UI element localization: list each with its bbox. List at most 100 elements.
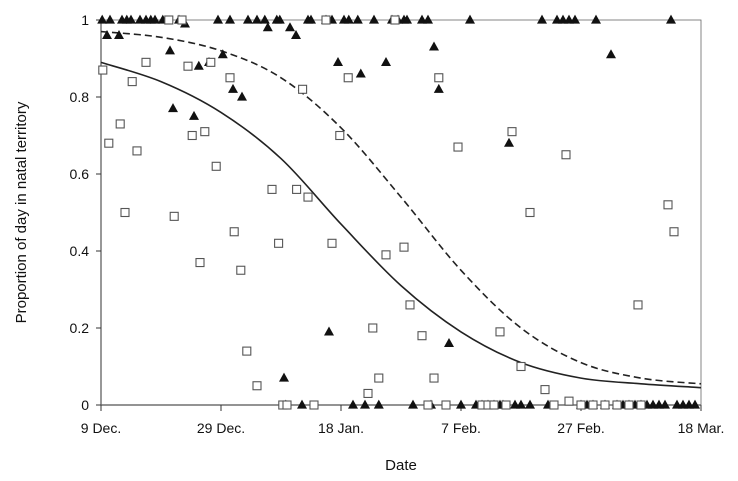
triangle-point (456, 399, 466, 409)
square-point (561, 150, 571, 160)
square-point (335, 130, 345, 141)
triangle-point (355, 68, 366, 78)
triangle-point (306, 14, 316, 24)
dashed-fit-curve (100, 30, 702, 385)
square-point (211, 161, 221, 171)
triangle-point (213, 14, 223, 24)
triangle-point (237, 91, 247, 101)
square-point (374, 373, 384, 383)
square-point (612, 400, 622, 410)
solid-fit-curve (100, 61, 702, 389)
square-point (669, 227, 679, 237)
square-point (501, 400, 511, 410)
x-ticks: 9 Dec. 29 Dec. 18 Jan. 7 Feb. 27 Feb. 18 Mar. (81, 405, 724, 436)
y-tick-label: 1 (81, 12, 89, 28)
square-point (292, 184, 302, 194)
square-point (177, 15, 187, 25)
x-tick-label: 9 Dec. (81, 420, 121, 436)
square-point (127, 77, 137, 87)
square-point (195, 257, 205, 268)
fitted-curves (100, 30, 702, 389)
square-point (441, 400, 451, 410)
square-point (169, 211, 179, 221)
y-tick-label: 0.8 (70, 89, 90, 105)
triangle-point (324, 326, 334, 336)
triangle-point (189, 110, 199, 120)
triangle-point (369, 14, 379, 24)
triangle-point (279, 372, 289, 382)
triangle-point (252, 14, 262, 24)
square-point (141, 57, 151, 67)
square-point (423, 400, 433, 410)
square-point (363, 388, 373, 399)
square-point (267, 184, 277, 194)
triangle-point (348, 399, 358, 409)
square-point (663, 200, 673, 210)
square-point (183, 61, 193, 71)
square-point (434, 73, 444, 83)
triangle-point (343, 14, 354, 24)
triangle-point (217, 49, 228, 59)
square-point (120, 207, 130, 218)
square-point (636, 400, 646, 410)
triangle-point (291, 30, 301, 39)
square-point (104, 138, 114, 148)
y-tick-label: 0.6 (70, 166, 90, 182)
square-point (429, 373, 439, 383)
triangle-point (444, 338, 454, 347)
square-point (368, 323, 378, 333)
triangle-point (228, 83, 238, 93)
square-point (229, 227, 239, 237)
square-point (303, 192, 313, 202)
square-point (252, 381, 262, 391)
square-point (225, 73, 235, 83)
square-point (327, 238, 337, 248)
triangle-point (352, 14, 363, 24)
triangle-point (168, 103, 178, 113)
square-point (405, 300, 415, 310)
triangle-point (660, 399, 670, 409)
square-point (549, 400, 559, 410)
triangle-point (465, 14, 475, 24)
plot-frame (100, 19, 702, 406)
x-tick-label: 29 Dec. (197, 420, 245, 436)
square-point (600, 400, 610, 410)
square-point (309, 400, 319, 410)
x-tick-label: 7 Feb. (441, 420, 481, 436)
triangle-point (606, 49, 616, 59)
triangle-point (97, 14, 108, 24)
square-point (633, 300, 643, 310)
triangle-point (102, 30, 112, 39)
triangle-point (243, 14, 253, 24)
triangle-point (360, 399, 370, 409)
y-axis-title: Proportion of day in natal territory (13, 101, 30, 323)
square-point (399, 242, 409, 252)
square-point (588, 400, 598, 410)
axes (100, 19, 702, 406)
square-point (298, 84, 308, 94)
triangle-point (285, 22, 295, 32)
triangle-point (259, 14, 270, 24)
triangle-point (165, 45, 175, 55)
square-point (576, 400, 586, 410)
triangle-point (193, 60, 204, 70)
triangle-point (423, 14, 433, 24)
triangle-point (297, 399, 307, 409)
triangle-point (225, 14, 235, 24)
triangle-point (373, 399, 384, 409)
y-ticks: 0 0.2 0.4 0.6 0.8 1 (70, 12, 101, 413)
triangle-point (262, 22, 273, 32)
square-point (381, 250, 391, 260)
triangle-point (525, 399, 535, 409)
square-point (164, 15, 174, 25)
square-point (187, 130, 197, 141)
triangle-point (150, 14, 160, 24)
square-point (242, 346, 252, 356)
square-point (274, 238, 284, 248)
triangle-point (690, 399, 700, 409)
y-tick-label: 0 (81, 397, 89, 413)
triangle-point (333, 56, 343, 66)
square-point (489, 400, 499, 410)
square-point (236, 265, 246, 275)
